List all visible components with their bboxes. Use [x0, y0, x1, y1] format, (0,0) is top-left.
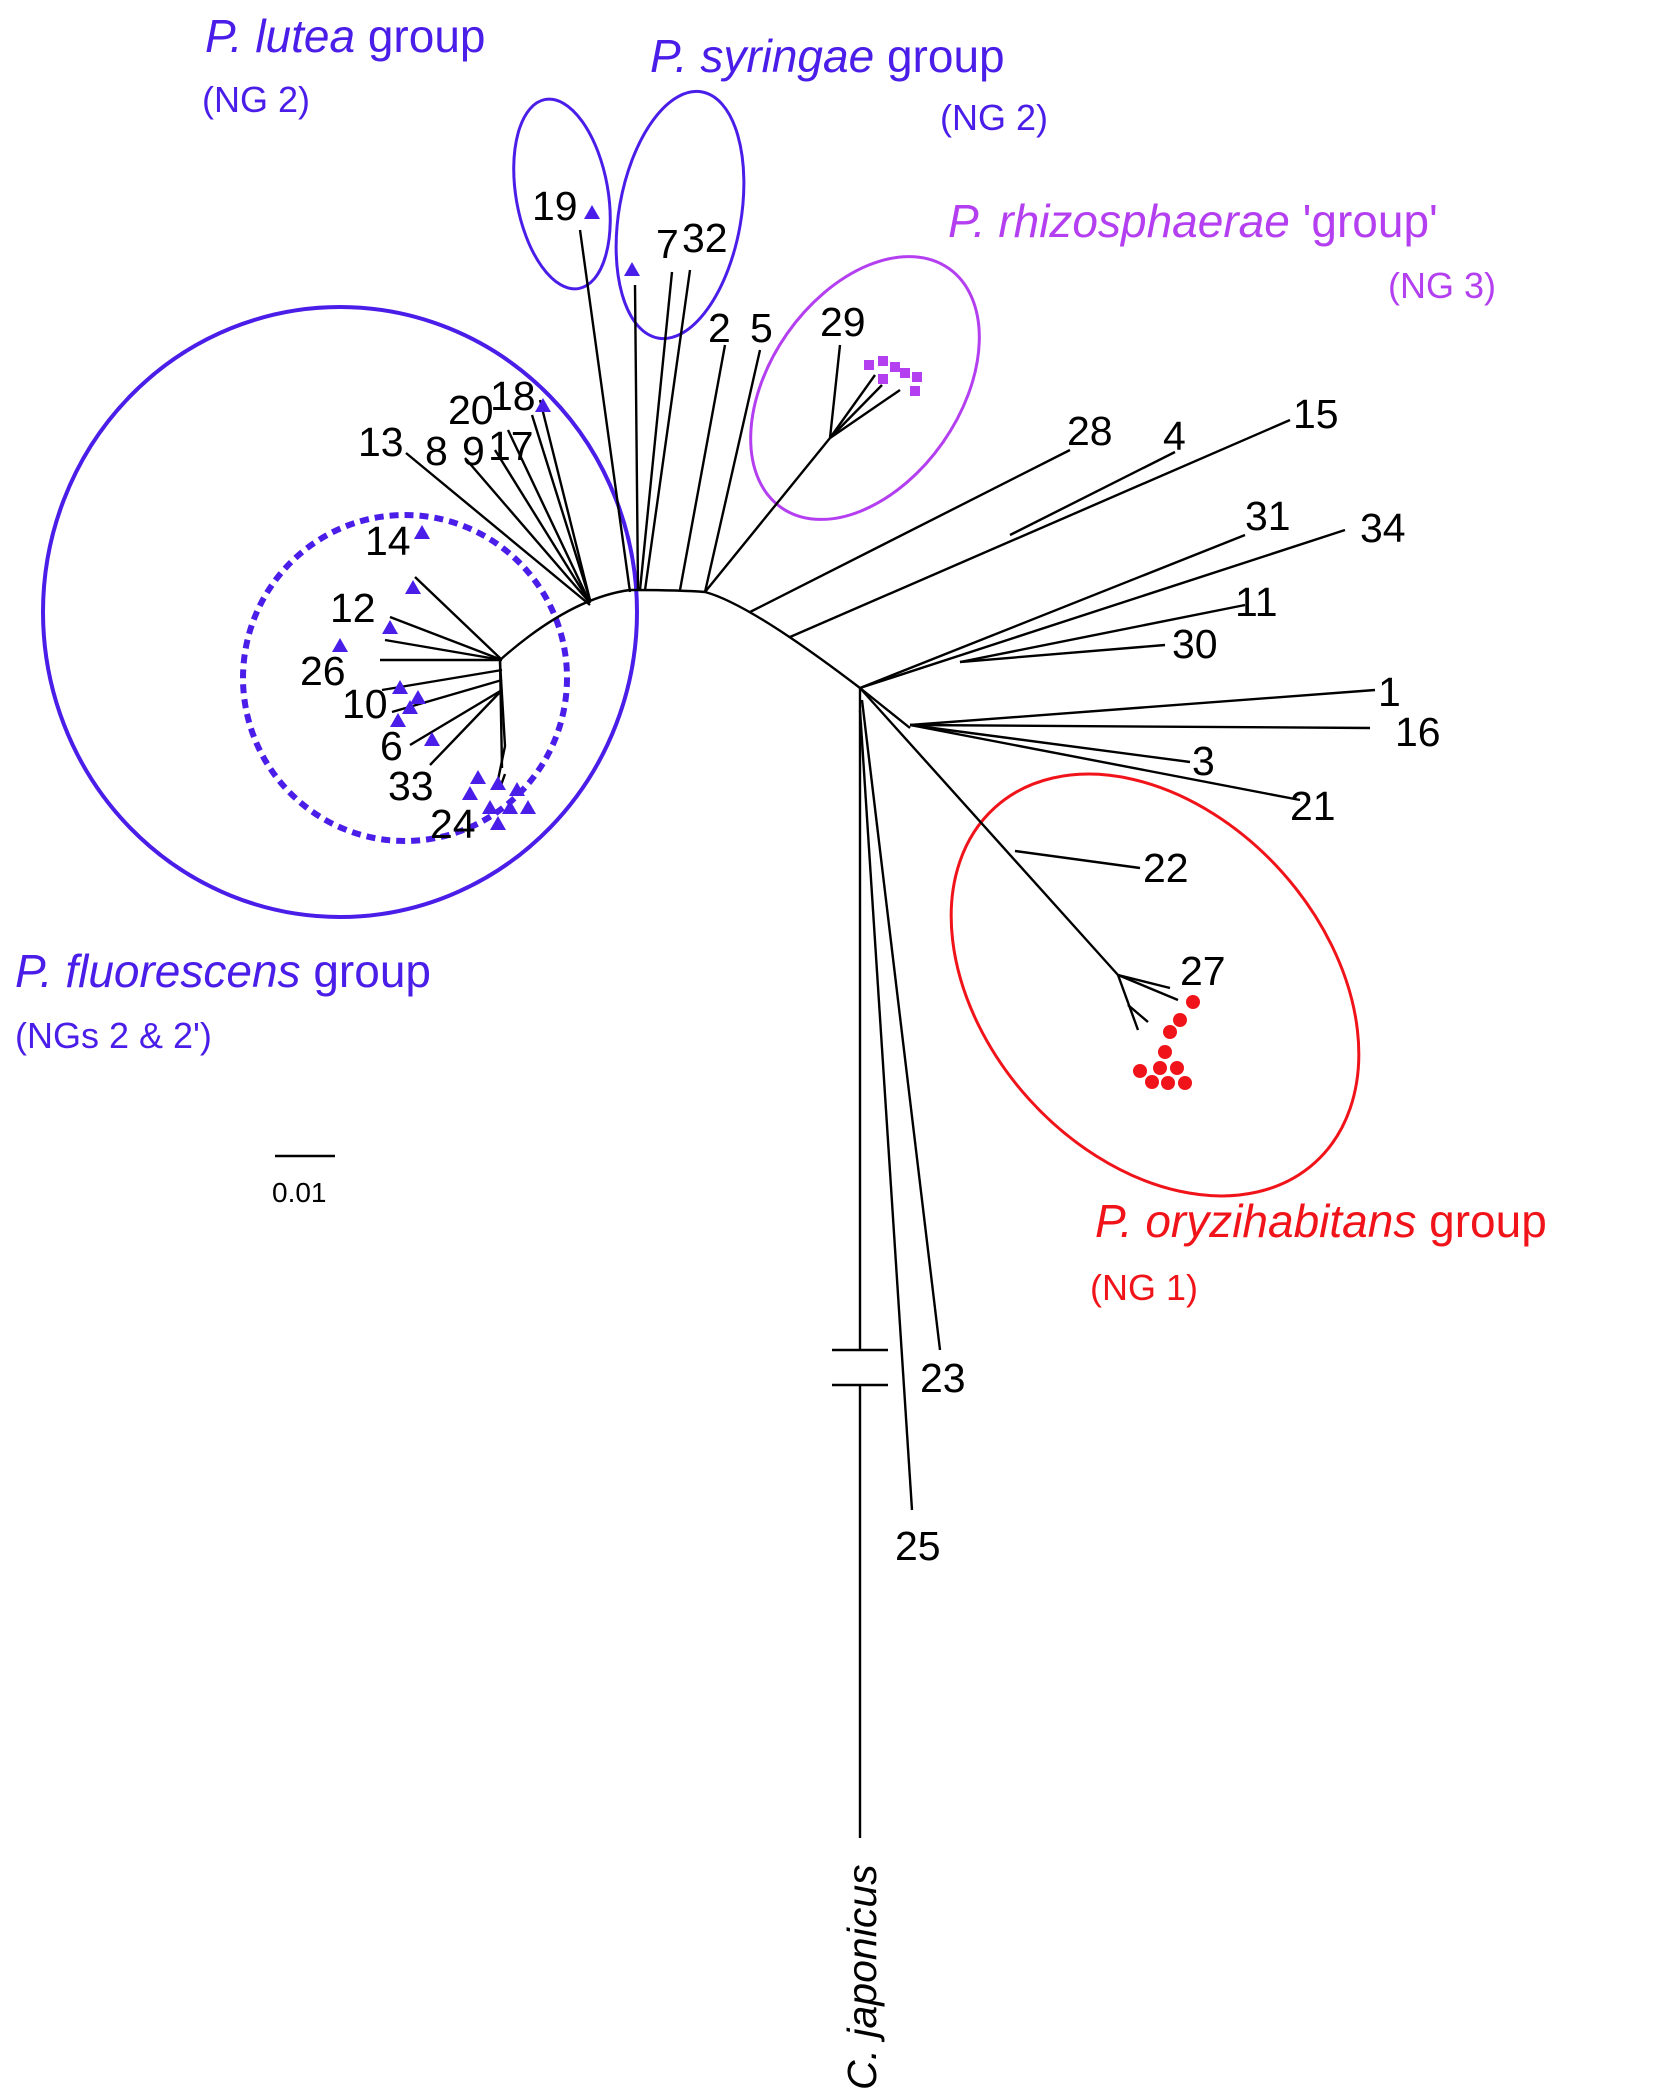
leaf-label: 34 [1360, 505, 1406, 551]
triangle-marker [482, 800, 498, 814]
triangle-marker [509, 782, 525, 796]
leaf-label: 14 [365, 518, 411, 564]
circle-markers [1133, 995, 1200, 1090]
triangle-marker [410, 690, 426, 704]
leaf-label: 23 [920, 1355, 966, 1401]
square-marker [864, 360, 874, 370]
leaf-label: 28 [1067, 408, 1113, 454]
leaf-label: 10 [342, 681, 388, 727]
fluorescens-group-label: P. fluorescens group [15, 945, 431, 997]
backbone-lower [859, 687, 911, 729]
triangle-marker [490, 816, 506, 830]
rhizosphaerae-group-label: P. rhizosphaerae 'group' [948, 195, 1438, 247]
leaf-label: 32 [682, 215, 728, 261]
leaf-label: 33 [388, 763, 434, 809]
circle-marker [1173, 1013, 1187, 1027]
leaf-label: 9 [462, 428, 485, 474]
backbone-arc [498, 588, 861, 769]
triangle-marker [402, 700, 418, 714]
leaf-label: 3 [1192, 738, 1215, 784]
circle-marker [1153, 1061, 1167, 1075]
leaf-label: 30 [1172, 621, 1218, 667]
circle-marker [1163, 1025, 1177, 1039]
lutea-group-outline [512, 97, 612, 291]
circle-marker [1161, 1076, 1175, 1090]
outgroup-label: C. japonicus [839, 1864, 885, 2090]
leaf-label: 21 [1290, 783, 1336, 829]
circle-marker [1170, 1061, 1184, 1075]
leaf-label: 7 [656, 221, 679, 267]
leaf-label: 18 [490, 373, 536, 419]
leaf-label: 25 [895, 1523, 941, 1569]
leaf-label: 31 [1245, 493, 1291, 539]
triangle-markers [332, 205, 640, 830]
leaf-label: 13 [358, 419, 404, 465]
leaf-label: 2 [708, 305, 731, 351]
square-marker [890, 362, 900, 372]
fluorescens-subgroup-outline [240, 512, 570, 844]
triangle-marker [535, 398, 551, 412]
square-markers [864, 356, 922, 396]
group-labels: P. lutea group (NG 2) P. syringae group … [15, 10, 1547, 1308]
syringae-group-label: P. syringae group [650, 30, 1005, 82]
leaf-label: 29 [820, 299, 866, 345]
square-marker [910, 386, 920, 396]
triangle-marker [470, 770, 486, 784]
scale-bar: 0.01 [272, 1154, 335, 1208]
leaf-label: 8 [425, 428, 448, 474]
triangle-marker [490, 776, 506, 790]
leaf-label: 5 [750, 305, 773, 351]
rhizosphaerae-group-outline [749, 255, 981, 521]
syringae-group-outline [614, 89, 746, 341]
rhizosphaerae-ng-label: (NG 3) [1388, 265, 1496, 306]
triangle-marker [390, 713, 406, 727]
circle-marker [1133, 1064, 1147, 1078]
triangle-marker [462, 786, 478, 800]
leaf-label: 19 [532, 183, 578, 229]
oryzihabitans-group-label: P. oryzihabitans group [1095, 1195, 1547, 1247]
square-marker [912, 372, 922, 382]
triangle-marker [520, 800, 536, 814]
leaf-label: 24 [430, 801, 476, 847]
triangle-marker [624, 262, 640, 276]
syringae-ng-label: (NG 2) [940, 97, 1048, 138]
leaf-label: 27 [1180, 948, 1226, 994]
square-marker [878, 356, 888, 366]
fluorescens-ng-label: (NGs 2 & 2') [15, 1015, 212, 1056]
circle-marker [1178, 1076, 1192, 1090]
triangle-marker [424, 732, 440, 746]
leaf-label: 22 [1143, 845, 1189, 891]
leaf-label: 12 [330, 585, 376, 631]
tree-branches [380, 229, 1376, 1838]
leaf-label: 16 [1395, 709, 1441, 755]
fluorescens-group-outline [41, 305, 639, 919]
triangle-marker [584, 205, 600, 219]
triangle-marker [405, 580, 421, 594]
leaf-label: 26 [300, 648, 346, 694]
triangle-marker [414, 525, 430, 539]
lutea-ng-label: (NG 2) [202, 79, 310, 120]
leaf-label: 6 [380, 723, 403, 769]
triangle-marker [502, 800, 518, 814]
lutea-group-label: P. lutea group [205, 10, 486, 62]
oryzihabitans-group-outline [949, 772, 1361, 1198]
leaf-label: 1 [1378, 669, 1401, 715]
square-marker [900, 368, 910, 378]
oryzihabitans-ng-label: (NG 1) [1090, 1267, 1198, 1308]
triangle-marker [392, 680, 408, 694]
leaf-label: 20 [448, 387, 494, 433]
scale-bar-label: 0.01 [272, 1177, 327, 1208]
triangle-marker [332, 638, 348, 652]
triangle-marker [382, 620, 398, 634]
leaf-labels: 1 2 3 4 5 6 7 8 9 10 11 12 13 14 15 16 1… [300, 183, 1441, 2090]
leaf-label: 15 [1293, 391, 1339, 437]
leaf-label: 11 [1235, 579, 1278, 625]
leaf-label: 4 [1163, 413, 1186, 459]
circle-marker [1158, 1045, 1172, 1059]
leaf-label: 17 [488, 423, 534, 469]
circle-marker [1186, 995, 1200, 1009]
square-marker [878, 374, 888, 384]
circle-marker [1145, 1075, 1159, 1089]
